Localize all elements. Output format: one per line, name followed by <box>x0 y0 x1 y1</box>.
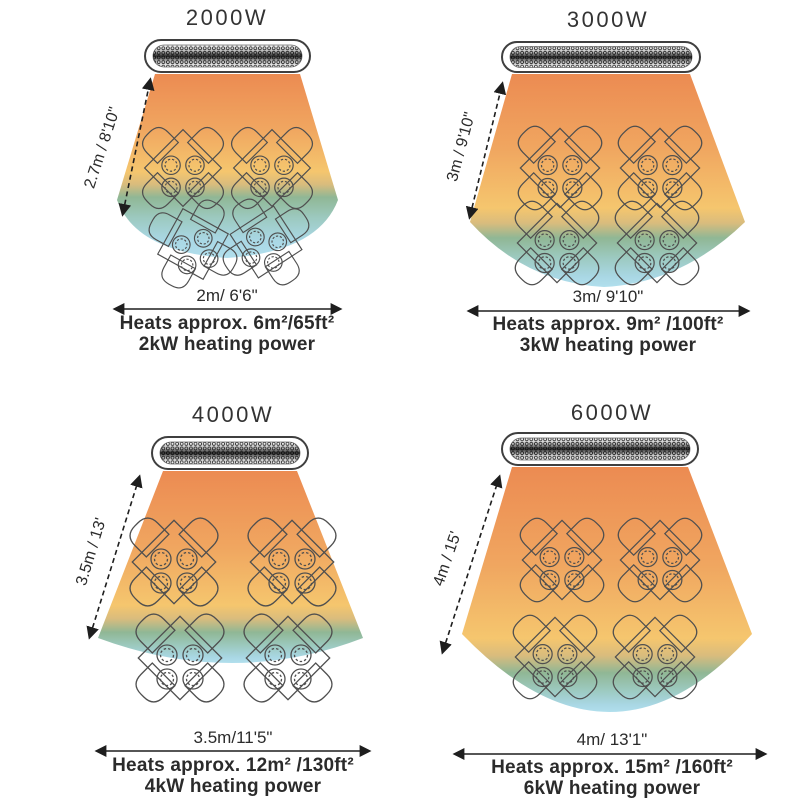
panel-3000w-width-label: 3m/ 9'10" <box>572 287 644 306</box>
heat-cone-3000w <box>470 74 745 287</box>
diagonal-dimension-arrow <box>86 474 143 640</box>
heater-4000w-illustration <box>151 436 309 470</box>
panel-3000w-power-text: 3kW heating power <box>519 335 697 356</box>
panel-4000w-heats-text: Heats approx. 12m² /130ft² <box>112 755 354 776</box>
panel-6000w-heats-text: Heats approx. 15m² /160ft² <box>491 757 733 778</box>
panel-2000w-graphic <box>112 39 343 315</box>
panel-2000w-power-text: 2kW heating power <box>138 334 316 355</box>
panel-2000w-title: 2000W <box>185 5 269 30</box>
diagonal-dimension-arrow <box>465 81 507 220</box>
heater-2000w-illustration <box>144 39 311 73</box>
heater-6000w-illustration <box>501 432 699 466</box>
panel-4000w-power-text: 4kW heating power <box>144 776 322 797</box>
heater-3000w-illustration <box>501 41 701 73</box>
heat-cone-6000w <box>462 467 752 712</box>
diagonal-dimension-arrow <box>439 474 503 655</box>
panel-3000w-graphic <box>465 41 751 317</box>
panel-2000w-width-label: 2m/ 6'6" <box>196 286 258 305</box>
panel-6000w-title: 6000W <box>570 400 654 425</box>
panel-2000w-heats-text: Heats approx. 6m²/65ft² <box>119 313 335 334</box>
panel-4000w-graphic <box>86 436 372 757</box>
panel-3000w-heats-text: Heats approx. 9m² /100ft² <box>492 314 724 335</box>
panel-4000w-title: 4000W <box>191 402 275 427</box>
panel-6000w-width-label: 4m/ 13'1" <box>576 730 648 749</box>
panel-4000w-width-label: 3.5m/11'5" <box>193 728 273 747</box>
panel-6000w-power-text: 6kW heating power <box>523 778 701 799</box>
panel-3000w-title: 3000W <box>566 7 650 32</box>
heat-cone-4000w <box>98 471 363 663</box>
panel-6000w-graphic <box>439 432 768 760</box>
heat-cone-2000w <box>117 74 338 258</box>
diagonal-dimension-arrow <box>118 77 155 217</box>
